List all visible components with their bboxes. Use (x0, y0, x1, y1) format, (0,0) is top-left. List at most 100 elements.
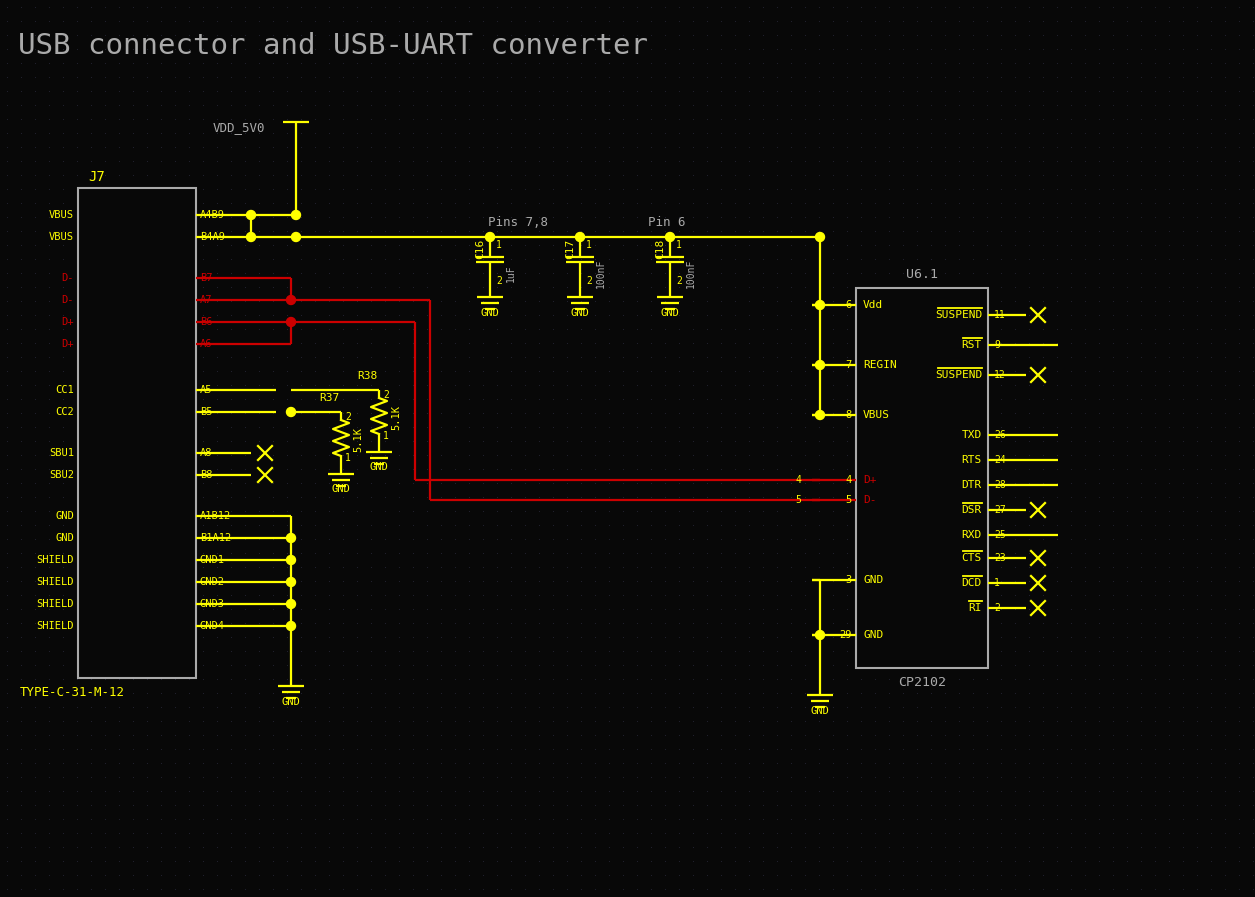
Point (697, 784, 717, 798)
Point (109, 686, 129, 701)
Point (0, 112, 18, 126)
Point (0, 405, 18, 420)
Point (794, 405, 814, 420)
Point (333, 475, 353, 490)
Point (123, 42, 143, 57)
Point (697, 490, 717, 504)
Point (655, 98, 675, 112)
Point (655, 350, 675, 364)
Point (389, 630, 409, 644)
Point (53, 252, 73, 266)
Point (137, 462, 157, 476)
Point (109, 784, 129, 798)
Point (963, 545, 983, 560)
Point (137, 182, 157, 196)
Point (1033, 545, 1053, 560)
Point (991, 504, 1012, 518)
Point (179, 574, 200, 588)
Point (82, 42, 102, 57)
Point (123, 602, 143, 616)
Point (1215, 350, 1235, 364)
Point (907, 574, 927, 588)
Point (921, 140, 941, 154)
Point (430, 616, 451, 631)
Point (264, 462, 284, 476)
Point (991, 266, 1012, 280)
Point (235, 98, 255, 112)
Point (641, 840, 661, 854)
Point (528, 238, 548, 252)
Point (1242, 140, 1255, 154)
Point (123, 153, 143, 168)
Point (1201, 826, 1221, 840)
Point (1089, 196, 1109, 210)
Point (164, 602, 184, 616)
Point (907, 0, 927, 14)
Point (683, 797, 703, 812)
Point (11, 392, 31, 406)
Point (179, 335, 200, 350)
Point (949, 448, 969, 462)
Point (599, 252, 619, 266)
Point (683, 28, 703, 42)
Point (1145, 574, 1165, 588)
Point (1076, 350, 1096, 364)
Point (1019, 294, 1039, 309)
Point (753, 434, 773, 448)
Point (1076, 686, 1096, 701)
Point (1229, 294, 1249, 309)
Point (528, 742, 548, 756)
Point (221, 294, 241, 309)
Point (528, 658, 548, 672)
Point (333, 28, 353, 42)
Point (921, 588, 941, 602)
Point (389, 448, 409, 462)
Point (1131, 308, 1151, 322)
Point (361, 112, 382, 126)
Point (82, 784, 102, 798)
Point (109, 812, 129, 826)
Point (1103, 210, 1123, 224)
Point (53, 378, 73, 392)
Point (907, 308, 927, 322)
Point (389, 322, 409, 336)
Point (193, 364, 213, 379)
Point (976, 238, 996, 252)
Point (753, 335, 773, 350)
Point (628, 518, 648, 532)
Point (1033, 266, 1053, 280)
Point (1242, 727, 1255, 742)
Point (655, 322, 675, 336)
Point (739, 532, 759, 546)
Point (137, 574, 157, 588)
Point (585, 392, 605, 406)
Point (921, 867, 941, 882)
Point (264, 112, 284, 126)
Point (655, 644, 675, 658)
Point (417, 238, 437, 252)
Point (123, 770, 143, 784)
Point (291, 448, 311, 462)
Point (585, 70, 605, 84)
Point (1019, 867, 1039, 882)
Point (1173, 490, 1194, 504)
Point (501, 840, 521, 854)
Point (53, 840, 73, 854)
Point (67, 13, 87, 28)
Point (25, 434, 45, 448)
Point (794, 153, 814, 168)
Point (82, 238, 102, 252)
Point (193, 742, 213, 756)
Point (248, 797, 269, 812)
Point (1131, 545, 1151, 560)
Point (628, 630, 648, 644)
Point (389, 56, 409, 70)
Point (277, 364, 297, 379)
Point (346, 364, 366, 379)
Point (417, 714, 437, 728)
Point (346, 153, 366, 168)
Point (1076, 168, 1096, 182)
Point (878, 700, 899, 714)
Point (641, 294, 661, 309)
Point (794, 112, 814, 126)
